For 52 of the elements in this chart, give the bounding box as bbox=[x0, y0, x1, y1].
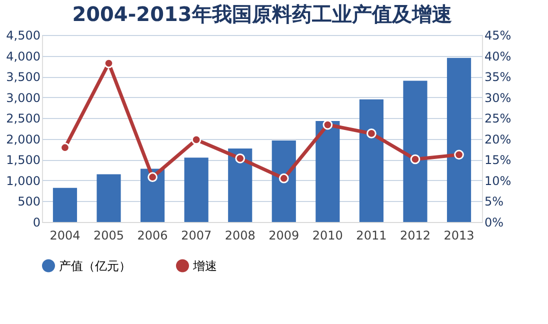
bar bbox=[140, 168, 165, 222]
point bbox=[104, 58, 114, 68]
y-tick-label: 0 bbox=[32, 216, 40, 230]
x-tick-label: 2004 bbox=[50, 228, 80, 242]
y-tick-label: 2,500 bbox=[6, 112, 40, 126]
y2-tick-label: 45% bbox=[484, 28, 512, 42]
x-tick-label: 2007 bbox=[181, 228, 212, 242]
y-tick-label: 3,000 bbox=[6, 90, 40, 105]
bar bbox=[184, 158, 208, 222]
x-tick-label: 2008 bbox=[224, 228, 256, 242]
point bbox=[454, 150, 464, 160]
x-tick-label: 2006 bbox=[137, 228, 168, 242]
x-tick-label: 2011 bbox=[356, 228, 387, 242]
chart-title: 2004-2013年我国原料药工业产值及增速 bbox=[72, 2, 452, 26]
legend-label: 产值（亿元） bbox=[59, 258, 131, 273]
bar bbox=[316, 121, 340, 222]
point bbox=[191, 134, 202, 145]
y2-tick-label: 35% bbox=[484, 70, 512, 84]
point bbox=[278, 173, 289, 184]
x-tick-label: 2009 bbox=[268, 228, 300, 242]
point bbox=[235, 153, 246, 164]
point bbox=[148, 172, 158, 182]
y2-tick-label: 0% bbox=[484, 216, 504, 230]
y-tick-label: 1,000 bbox=[6, 174, 40, 188]
y2-tick-label: 20% bbox=[484, 132, 512, 146]
y-tick-label: 4,000 bbox=[6, 49, 40, 64]
y2-tick-label: 25% bbox=[484, 112, 512, 126]
y-tick-label: 4,500 bbox=[6, 28, 40, 42]
y-tick-label: 1,500 bbox=[6, 153, 40, 168]
bar bbox=[96, 174, 121, 222]
bar bbox=[272, 140, 296, 222]
bar bbox=[52, 188, 78, 222]
y-tick-label: 3,500 bbox=[6, 70, 40, 84]
x-tick-label: 2005 bbox=[93, 228, 124, 242]
legend-label: 增速 bbox=[192, 258, 217, 273]
point bbox=[410, 154, 420, 164]
y2-tick-label: 15% bbox=[484, 153, 512, 168]
point bbox=[322, 120, 333, 130]
bar bbox=[228, 148, 252, 222]
y2-tick-label: 30% bbox=[484, 90, 512, 105]
bar bbox=[403, 80, 428, 222]
y-tick-label: 500 bbox=[18, 194, 40, 209]
y2-tick-label: 40% bbox=[484, 49, 512, 64]
x-tick-label: 2010 bbox=[312, 228, 343, 242]
y2-tick-label: 10% bbox=[484, 174, 512, 188]
x-tick-label: 2012 bbox=[400, 228, 431, 242]
point bbox=[366, 128, 376, 138]
x-tick-label: 2013 bbox=[444, 228, 474, 242]
bar bbox=[359, 99, 384, 222]
y2-tick-label: 5% bbox=[484, 194, 504, 209]
bar bbox=[446, 58, 472, 222]
y-tick-label: 2,000 bbox=[6, 132, 40, 146]
